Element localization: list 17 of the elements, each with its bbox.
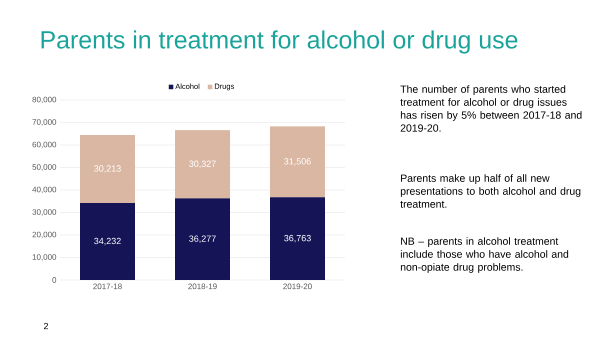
data-label: 30,327 [189,160,216,168]
data-label: 36,277 [189,235,216,243]
data-label: 30,213 [94,165,121,173]
data-label: 34,232 [94,238,121,246]
bar [270,197,325,280]
data-label: 31,506 [284,158,311,166]
text: 2 [44,322,48,330]
bar [175,198,230,280]
text: Parents make up half of all new presentations to both alcohol and drug treatment. [400,174,580,208]
bar [270,126,325,198]
bar [80,135,135,203]
text: NB – parents in alcohol treatment include those who have alcohol and non-opiate drug problems. [400,237,568,273]
text: The number of parents who started treatment for alcohol or drug issues has risen by 5% between 2017-18 and 2019-20. [400,85,582,132]
data-label: 36,763 [284,234,311,242]
chart-title: Parents in treatment for alcohol or drug use [42,30,518,54]
bar [80,202,135,280]
bar [175,130,230,198]
